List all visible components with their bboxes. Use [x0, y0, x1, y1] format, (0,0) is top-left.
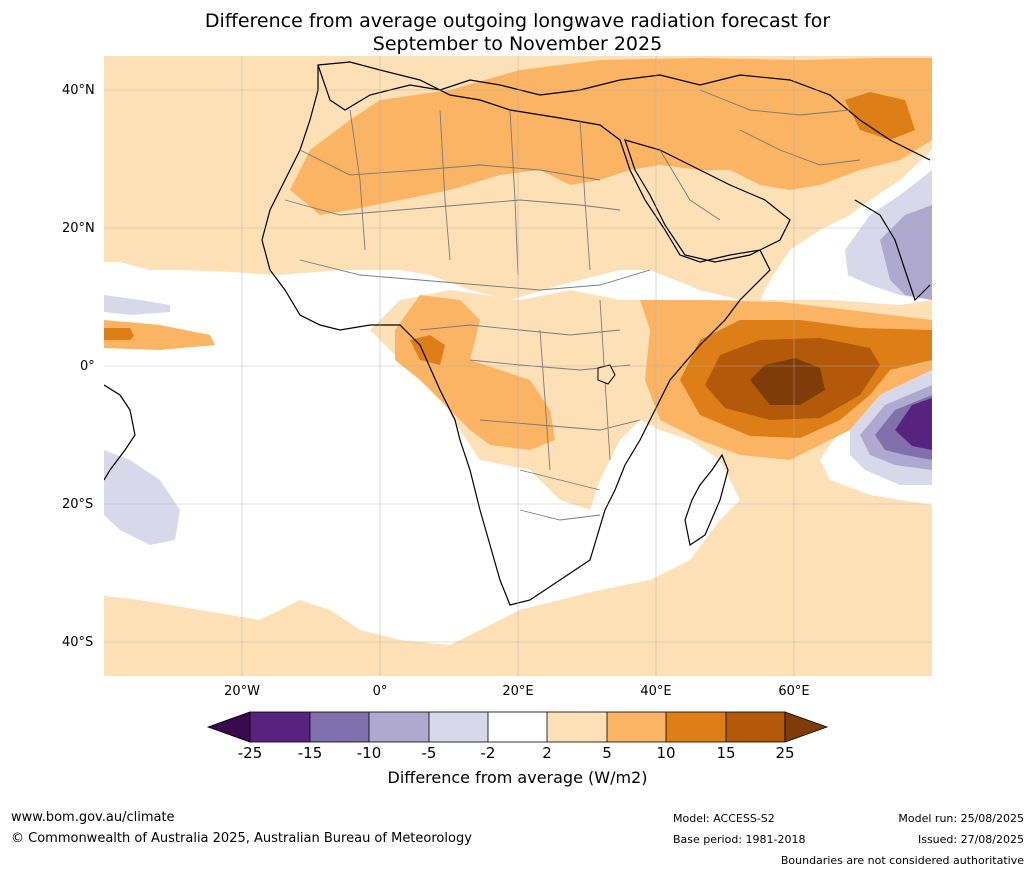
south-america-coastline: [104, 384, 136, 481]
anomaly-10-15-gabon: [410, 335, 445, 365]
anomaly-neg2-5-atlantic-north: [104, 295, 170, 315]
footer-disclaimer: Boundaries are not considered authoritat…: [780, 854, 1024, 867]
colorbar-tick: -10: [356, 744, 382, 762]
colorbar-bin: [666, 712, 726, 742]
madagascar-coastline: [684, 453, 729, 546]
footer-base-period: Base period: 1981-2018: [673, 833, 806, 846]
africa-coastline: [261, 61, 771, 606]
colorbar-label: Difference from average (W/m2): [387, 768, 648, 787]
lat-label-40n: 40°N: [62, 83, 95, 98]
country-borders: [284, 89, 861, 521]
anomaly-5-10-west: [104, 320, 215, 350]
title-line-1: Difference from average outgoing longwav…: [204, 10, 831, 32]
lon-label-20w: 20°W: [224, 684, 260, 699]
chart-title: Difference from average outgoing longwav…: [0, 10, 1035, 56]
colorbar-tick: 25: [775, 744, 795, 762]
colorbar-bin: [726, 712, 785, 742]
colorbar-bin: [488, 712, 547, 742]
lon-label-40e: 40°E: [640, 684, 672, 699]
colorbar-tick: 2: [542, 744, 552, 762]
anomaly-10-15-iran: [845, 92, 915, 140]
footer-issued: Issued: 27/08/2025: [917, 833, 1024, 846]
anomaly-5-10-congo: [395, 295, 555, 450]
lon-label-0: 0°: [372, 684, 388, 699]
footer-copyright: © Commonwealth of Australia 2025, Austra…: [11, 831, 472, 846]
anomaly-gt25-indian-ocean: [750, 358, 825, 405]
lat-label-0: 0°: [80, 359, 95, 374]
lon-label-60e: 60°E: [778, 684, 810, 699]
lake-victoria: [597, 364, 616, 385]
colorbar-bin: [547, 712, 607, 742]
colorbar-tick: -15: [297, 744, 323, 762]
anomaly-neg5-10-arabian-sea: [880, 205, 932, 300]
colorbar-bin: [250, 712, 310, 742]
title-line-2: September to November 2025: [372, 33, 663, 55]
footer-website[interactable]: www.bom.gov.au/climate: [11, 810, 175, 825]
arabia-coastline: [624, 139, 791, 263]
lat-label-40s: 40°S: [62, 635, 94, 650]
lat-label-20n: 20°N: [62, 221, 95, 236]
colorbar-tick: -2: [480, 744, 496, 762]
colorbar-tick: 15: [716, 744, 736, 762]
india-coastline: [854, 199, 931, 302]
colorbar-tick: 5: [602, 744, 612, 762]
anomaly-10-15-west: [104, 328, 134, 340]
footer-model: Model: ACCESS-S2: [673, 812, 775, 825]
colorbar-tick: -5: [421, 744, 437, 762]
gridlines: [104, 56, 932, 676]
colorbar-bin: [607, 712, 666, 742]
colorbar-tick: 10: [656, 744, 676, 762]
colorbar-low-extension: [206, 711, 251, 743]
lon-label-20e: 20°E: [502, 684, 534, 699]
anomaly-5-10-north: [290, 58, 932, 215]
colorbar-tick: -25: [237, 744, 263, 762]
colorbar-high-extension: [784, 711, 829, 743]
colorbar-bin: [429, 712, 488, 742]
anomaly-neg15-25-southeast: [895, 398, 932, 450]
anomaly-neg2-5-atlantic-south: [104, 450, 180, 545]
colorbar: [206, 711, 829, 743]
footer-model-run: Model run: 25/08/2025: [898, 812, 1024, 825]
colorbar-bin: [369, 712, 429, 742]
lat-label-20s: 20°S: [62, 497, 94, 512]
colorbar-bin: [310, 712, 369, 742]
